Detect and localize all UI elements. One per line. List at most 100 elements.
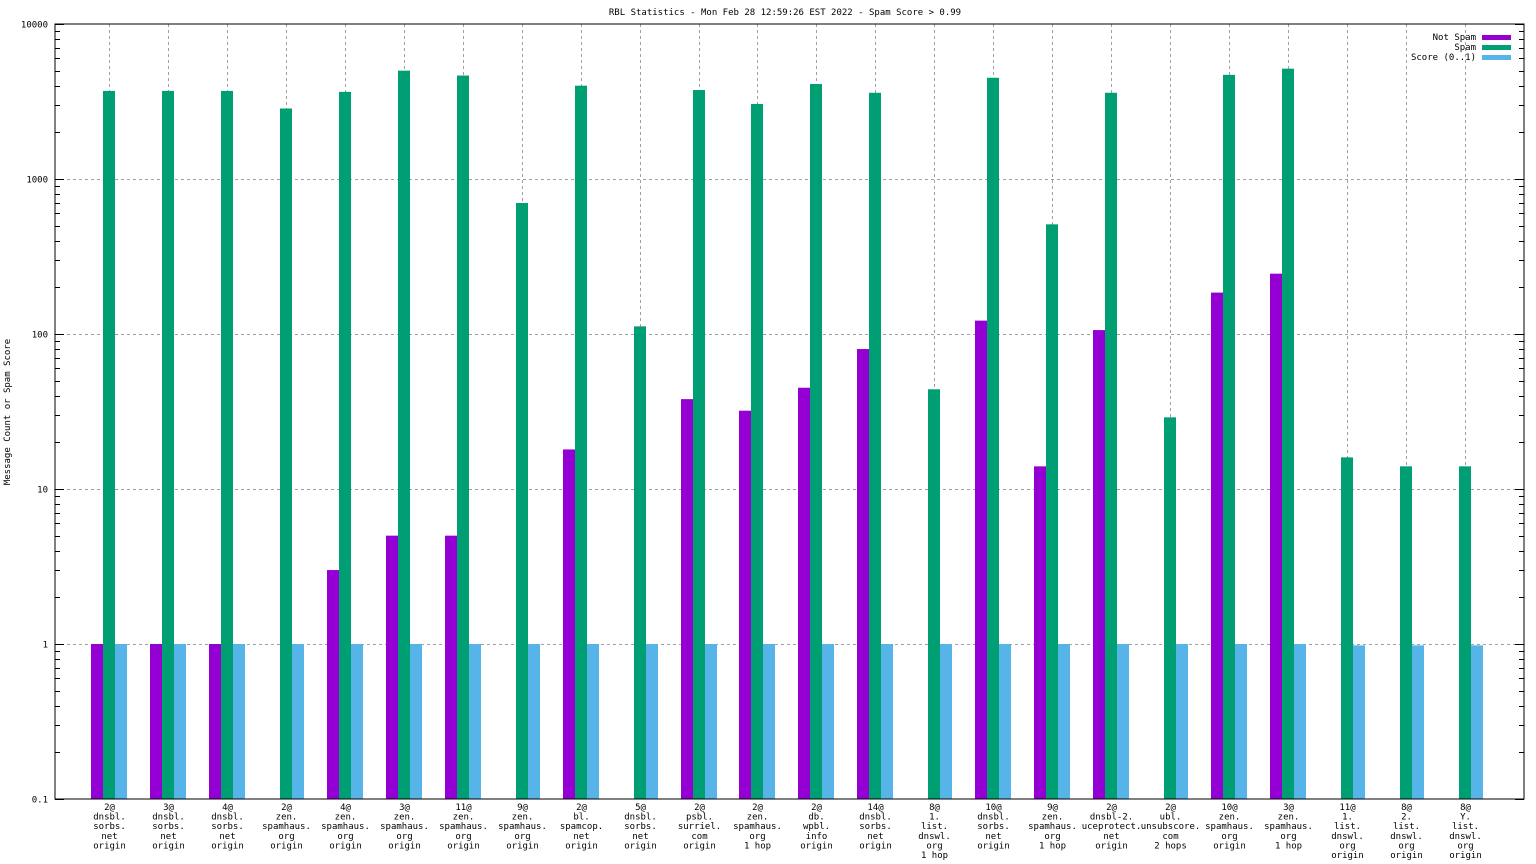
x-tick-label: spamcop. [560,822,603,832]
x-tick-label: net [573,832,589,842]
x-tick-label: 1 hop [1275,841,1302,851]
x-tick-label: 14@ [867,803,884,813]
legend-swatch [1482,45,1511,50]
x-tick-label: db. [808,813,824,823]
x-tick-label: dnsbl. [977,813,1010,823]
x-tick-label: info [806,832,828,842]
x-tick-label: origin [859,841,892,851]
bar-not-spam [327,570,339,799]
bar-spam [516,203,528,800]
bar-spam [1223,74,1235,799]
y-tick-label: 1000 [26,176,48,186]
bar-spam [634,326,646,799]
x-tick-label: zen. [276,813,298,823]
bar-spam [1400,466,1412,799]
bar-score-0-1 [469,644,481,799]
bar-score-0-1 [1058,644,1070,799]
bar-not-spam [1034,466,1046,799]
x-tick-label: spamhaus. [498,822,547,832]
x-tick-label: 8@ [929,803,940,813]
x-tick-label: zen. [335,813,357,823]
bar-spam [1105,92,1117,799]
x-tick-label: org [396,832,412,842]
x-tick-label: zen. [1042,813,1064,823]
x-tick-label: origin [211,841,244,851]
bar-score-0-1 [115,644,127,799]
x-tick-label: zen. [512,813,534,823]
bar-not-spam [681,399,693,799]
x-tick-label: net [160,832,176,842]
x-tick-label: org [1044,832,1060,842]
x-tick-label: dnsbl. [152,813,185,823]
x-tick-label: psbl. [686,813,713,823]
bar-spam [162,90,174,800]
bar-not-spam [739,410,751,799]
bar-score-0-1 [410,644,422,799]
y-axis-ticks: 0.1 1 10 100 1000 10000 [21,21,1524,806]
bar-not-spam [798,387,810,799]
x-tick-label: 3@ [1283,803,1294,813]
x-tick-label: 8@ [1401,803,1412,813]
x-tick-label: dnswl. [918,832,951,842]
x-tick-label: spamhaus. [1264,822,1313,832]
x-tick-label: bl. [573,813,589,823]
x-tick-label: origin [506,841,539,851]
bars [91,68,1483,800]
y-tick-label: 100 [32,331,48,341]
bar-score-0-1 [1176,644,1188,799]
x-tick-label: origin [1390,851,1423,861]
x-tick-label: net [1103,832,1119,842]
x-tick-label: org [455,832,471,842]
x-tick-label: origin [800,841,833,851]
x-tick-label: dnswl. [1331,832,1364,842]
bar-spam [693,90,705,800]
x-tick-label: list. [1393,822,1420,832]
bar-spam [575,85,587,799]
bar-spam [928,389,940,799]
x-tick-label: spamhaus. [262,822,311,832]
x-tick-label: Y. [1460,813,1471,823]
x-tick-label: spamhaus. [1028,822,1077,832]
bar-score-0-1 [1294,644,1306,799]
x-tick-label: 4@ [222,803,233,813]
x-tick-label: unsubscore. [1141,822,1201,832]
x-tick-label: 10@ [985,803,1002,813]
x-tick-label: list. [921,822,948,832]
bar-score-0-1 [763,644,775,799]
bar-score-0-1 [351,644,363,799]
bar-score-0-1 [1471,645,1483,799]
bar-score-0-1 [1235,644,1247,799]
bar-spam [1282,68,1294,800]
x-tick-label: origin [565,841,598,851]
x-tick-label: net [867,832,883,842]
x-tick-label: dnsbl. [93,813,126,823]
legend-label: Spam [1454,43,1476,53]
bar-spam [987,77,999,799]
x-tick-label: zen. [747,813,769,823]
x-tick-label: 1 hop [1039,841,1066,851]
x-tick-label: zen. [1219,813,1241,823]
x-tick-label: net [101,832,117,842]
bar-spam [339,91,351,799]
x-tick-label: origin [1449,851,1482,861]
bar-not-spam [1093,330,1105,799]
y-tick-label: 0.1 [32,796,48,806]
x-tick-label: 1 hop [744,841,771,851]
x-tick-label: dnswl. [1390,832,1423,842]
x-tick-label: 9@ [1047,803,1058,813]
bar-not-spam [1211,292,1223,799]
bar-not-spam [1270,273,1282,799]
bar-not-spam [857,349,869,799]
x-tick-label: uceprotect. [1082,822,1142,832]
bar-spam [1046,224,1058,799]
bar-spam [1459,466,1471,799]
x-tick-label: origin [270,841,303,851]
x-tick-label: org [278,832,294,842]
x-tick-label: ubl. [1160,813,1182,823]
x-tick-label: origin [1095,841,1128,851]
x-tick-label: 1. [929,813,940,823]
x-tick-label: org [1398,841,1414,851]
bar-score-0-1 [292,644,304,799]
bar-score-0-1 [1412,645,1424,799]
